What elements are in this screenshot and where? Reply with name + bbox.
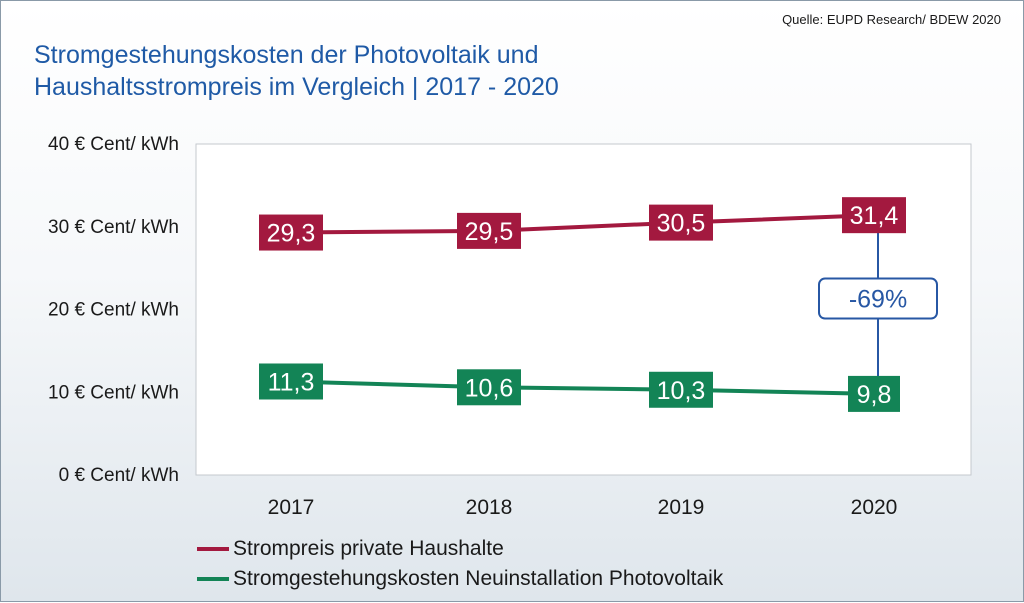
legend-label-strompreis: Strompreis private Haushalte — [233, 537, 504, 560]
data-label-box — [259, 214, 323, 251]
chart-title-line-1: Stromgestehungskosten der Photovoltaik u… — [34, 41, 539, 69]
series-line-2 — [290, 379, 875, 396]
data-label: 29,3 — [267, 220, 316, 248]
data-label-box — [649, 204, 713, 241]
annotation-box — [818, 277, 938, 320]
y-tick-label: 40 € Cent/ kWh — [48, 134, 179, 155]
legend-swatch-pv — [197, 577, 229, 581]
chart-title-line-2: Haushaltsstrompreis im Vergleich | 2017 … — [34, 73, 559, 101]
data-label-box — [457, 212, 521, 249]
x-tick-label: 2018 — [466, 496, 513, 519]
y-tick-label: 30 € Cent/ kWh — [48, 217, 179, 238]
data-label: 9,8 — [857, 381, 892, 409]
x-tick-label: 2017 — [268, 496, 315, 519]
legend-swatch-strompreis — [197, 547, 229, 551]
legend-item-strompreis: Strompreis private Haushalte — [197, 534, 723, 564]
annotation-label: -69% — [849, 286, 907, 314]
y-tick-label: 20 € Cent/ kWh — [48, 300, 179, 321]
data-label-box — [259, 363, 323, 400]
data-label-box — [649, 371, 713, 408]
data-label-box — [848, 375, 900, 412]
data-label: 11,3 — [268, 368, 315, 396]
data-label: 10,3 — [657, 377, 706, 405]
series-line-1 — [290, 213, 875, 235]
x-tick-label: 2019 — [658, 496, 705, 519]
y-tick-label: 10 € Cent/ kWh — [48, 382, 179, 403]
legend-item-pv: Stromgestehungskosten Neuinstallation Ph… — [197, 564, 723, 594]
source-note: Quelle: EUPD Research/ BDEW 2020 — [782, 12, 1001, 27]
chart-title: Stromgestehungskosten der Photovoltaik u… — [34, 39, 734, 103]
legend-label-pv: Stromgestehungskosten Neuinstallation Ph… — [233, 567, 724, 590]
x-tick-label: 2020 — [851, 496, 898, 519]
data-label: 30,5 — [657, 210, 706, 238]
y-tick-label: 0 € Cent/ kWh — [59, 465, 179, 486]
data-label-box — [842, 197, 906, 234]
data-label: 29,5 — [465, 218, 514, 246]
legend: Strompreis private Haushalte Stromgesteh… — [197, 534, 723, 594]
data-label: 10,6 — [465, 374, 514, 402]
data-label: 31,4 — [850, 202, 899, 230]
data-label-box — [457, 369, 521, 406]
